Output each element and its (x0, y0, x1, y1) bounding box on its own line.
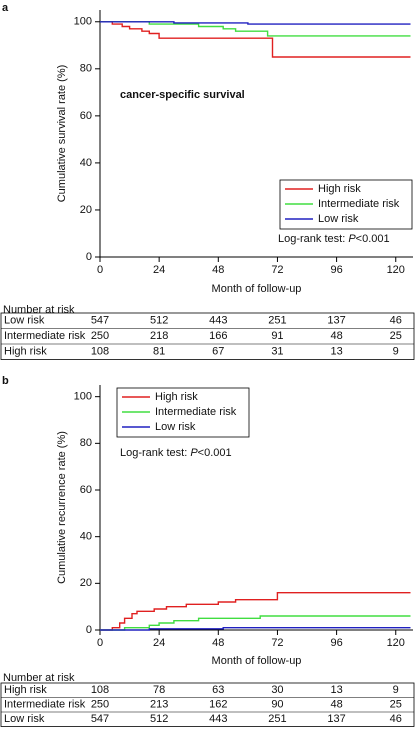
risk-row-name: High risk (4, 346, 47, 358)
panel-label: a (2, 2, 9, 14)
risk-count: 25 (390, 699, 402, 711)
risk-table-box (0, 312, 415, 360)
y-tick-label: 20 (80, 204, 92, 216)
survival-curve (100, 21, 411, 25)
risk-count: 443 (209, 713, 227, 725)
y-tick-label: 80 (80, 437, 92, 449)
y-tick-label: 20 (80, 577, 92, 589)
x-tick-label: 48 (212, 264, 224, 276)
legend-label: Intermediate risk (318, 198, 400, 210)
risk-count: 250 (91, 699, 109, 711)
risk-count: 250 (91, 330, 109, 342)
x-tick-label: 96 (330, 264, 342, 276)
log-rank-part: <0.001 (356, 233, 390, 245)
risk-count: 13 (330, 684, 342, 696)
risk-row-name: Intermediate risk (4, 330, 86, 342)
legend-box (116, 387, 250, 438)
risk-count: 13 (330, 346, 342, 358)
risk-count: 547 (91, 713, 109, 725)
risk-count: 30 (271, 684, 283, 696)
y-tick-label: 40 (80, 157, 92, 169)
legend-label: Low risk (318, 213, 359, 225)
x-tick-label: 0 (97, 264, 103, 276)
risk-count: 48 (330, 699, 342, 711)
y-axis-label: Cumulative recurrence rate (%) (56, 431, 68, 584)
x-tick-label: 120 (387, 264, 405, 276)
y-tick-label: 60 (80, 110, 92, 122)
risk-count: 46 (390, 713, 402, 725)
risk-count: 512 (150, 713, 168, 725)
risk-count: 31 (271, 346, 283, 358)
x-axis-label: Month of follow-up (212, 655, 302, 667)
risk-count: 137 (327, 713, 345, 725)
survival-curve (100, 627, 411, 631)
x-tick-label: 24 (153, 637, 165, 649)
risk-count: 48 (330, 330, 342, 342)
log-rank-part: <0.001 (198, 447, 232, 459)
risk-row-name: Low risk (4, 315, 45, 327)
y-tick-label: 0 (86, 624, 92, 636)
risk-count: 78 (153, 684, 165, 696)
y-tick-label: 40 (80, 531, 92, 543)
risk-count: 90 (271, 699, 283, 711)
risk-count: 9 (393, 684, 399, 696)
panel-label: b (2, 375, 9, 387)
y-tick-label: 0 (86, 251, 92, 263)
risk-count: 218 (150, 330, 168, 342)
risk-count: 25 (390, 330, 402, 342)
risk-count: 251 (268, 713, 286, 725)
legend-label: High risk (318, 183, 361, 195)
log-rank-part: P (190, 447, 198, 459)
risk-count: 547 (91, 315, 109, 327)
risk-table-box (0, 682, 415, 727)
risk-count: 443 (209, 315, 227, 327)
x-tick-label: 0 (97, 637, 103, 649)
risk-count: 46 (390, 315, 402, 327)
x-axis-label: Month of follow-up (212, 283, 302, 295)
log-rank-part: Log-rank test: (278, 233, 348, 245)
log-rank-test: Log-rank test: P<0.001 (120, 447, 232, 459)
x-tick-label: 120 (387, 637, 405, 649)
risk-count: 251 (268, 315, 286, 327)
y-tick-label: 60 (80, 484, 92, 496)
legend-label: High risk (155, 391, 198, 403)
risk-row-name: High risk (4, 684, 47, 696)
risk-count: 166 (209, 330, 227, 342)
y-tick-label: 80 (80, 63, 92, 75)
x-tick-label: 72 (271, 264, 283, 276)
risk-count: 512 (150, 315, 168, 327)
risk-count: 108 (91, 684, 109, 696)
risk-row-name: Low risk (4, 713, 45, 725)
x-tick-label: 24 (153, 264, 165, 276)
y-tick-label: 100 (74, 391, 92, 403)
x-tick-label: 72 (271, 637, 283, 649)
risk-row-name: Intermediate risk (4, 699, 86, 711)
log-rank-part: Log-rank test: (120, 447, 190, 459)
x-tick-label: 48 (212, 637, 224, 649)
risk-count: 213 (150, 699, 168, 711)
risk-table-title: Number at risk (3, 672, 75, 684)
survival-curve (100, 21, 411, 58)
log-rank-part: P (348, 233, 356, 245)
risk-count: 162 (209, 699, 227, 711)
x-tick-label: 96 (330, 637, 342, 649)
y-tick-label: 100 (74, 16, 92, 28)
log-rank-test: Log-rank test: P<0.001 (278, 233, 390, 245)
annotation: cancer-specific survival (120, 89, 245, 101)
legend-label: Low risk (155, 421, 196, 433)
risk-count: 91 (271, 330, 283, 342)
legend-label: Intermediate risk (155, 406, 237, 418)
survival-curve (100, 615, 411, 631)
y-axis-label: Cumulative survival rate (%) (56, 65, 68, 203)
risk-count: 63 (212, 684, 224, 696)
survival-curve (100, 592, 411, 631)
risk-count: 81 (153, 346, 165, 358)
survival-curve (100, 21, 411, 37)
risk-count: 108 (91, 346, 109, 358)
risk-count: 67 (212, 346, 224, 358)
risk-count: 137 (327, 315, 345, 327)
risk-count: 9 (393, 346, 399, 358)
